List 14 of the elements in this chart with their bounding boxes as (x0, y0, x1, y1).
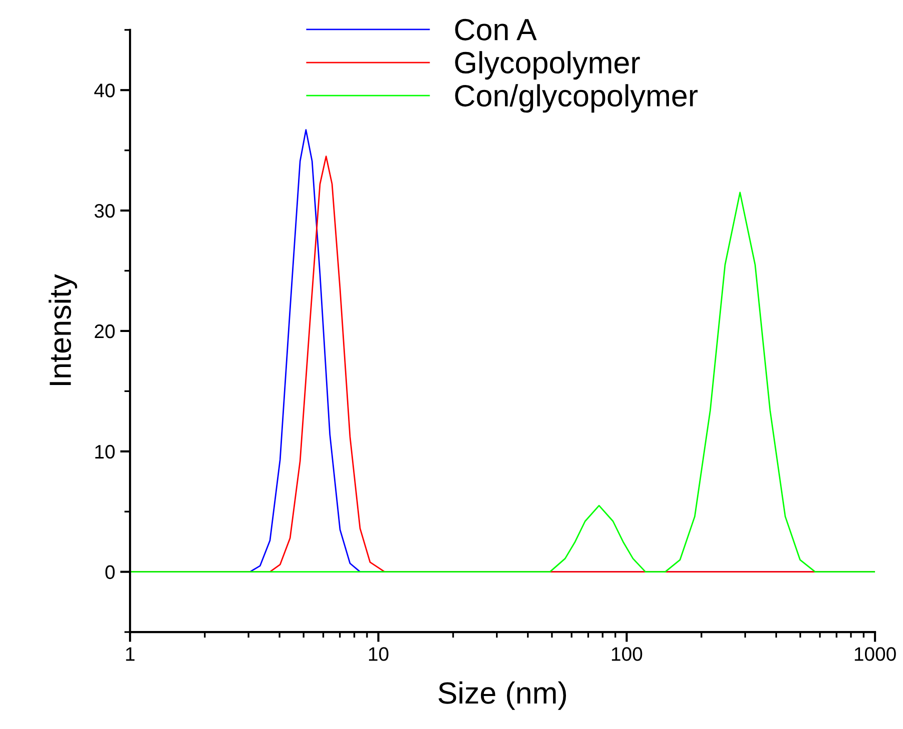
x-tick-label: 100 (612, 647, 642, 661)
x-tick-label: 1000 (854, 647, 896, 661)
y-tick-label: 40 (94, 84, 115, 98)
x-axis-title: Size (nm) (438, 681, 566, 710)
x-tick-label: 10 (369, 647, 388, 661)
legend-label: Con A (455, 18, 537, 40)
y-tick-label: 10 (95, 444, 115, 459)
y-tick-label: 0 (105, 565, 115, 580)
legend-label: Con/glycopolymer (455, 84, 698, 113)
y-tick-label: 30 (94, 204, 115, 218)
x-tick-label: 1 (126, 647, 134, 661)
y-axis-title: Intensity (48, 274, 78, 386)
legend-label: Glycopolymer (455, 51, 640, 80)
y-tick-label: 20 (94, 324, 115, 338)
